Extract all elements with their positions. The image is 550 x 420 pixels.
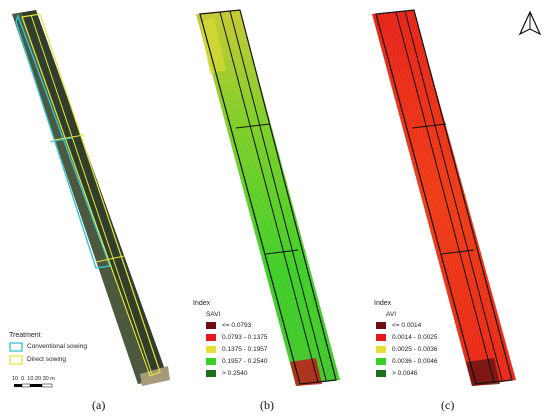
savi-swatch-4 [206,358,216,365]
legend-label-direct: Direct sowing [27,356,67,363]
scale-bar [14,383,53,388]
caption-b: (b) [260,398,274,412]
legend-savi-swatches [206,322,216,377]
legend-avi-swatches [376,322,386,377]
conventional-sowing-outline [15,13,111,269]
avi-swatch-3 [376,346,386,353]
caption-a: (a) [92,398,106,412]
panel-a-map [12,10,170,386]
panel-c-map [372,9,516,386]
savi-index-name: SAVI [206,311,221,318]
orthophoto-soil-bottom [140,366,170,386]
avi-class-3: 0.0025 - 0.0036 [392,346,438,353]
avi-index-name: AVI [386,311,396,318]
orthophoto-strip-left [12,13,150,384]
caption-c: (c) [441,398,455,412]
avi-swatch-5 [376,370,386,377]
savi-class-3: 0.1375 - 0.1957 [222,346,268,353]
savi-class-4: 0.1957 - 0.2540 [222,358,268,365]
legend-label-conventional: Conventional sowing [27,343,87,350]
avi-class-2: 0.0014 - 0.0025 [392,334,438,341]
treatment-legend-title: Treatment [9,332,41,339]
legend-swatch-conventional [9,342,23,352]
avi-class-5: > 0.0046 [392,370,418,377]
savi-class-1: <= 0.0793 [222,322,252,329]
savi-swatch-1 [206,322,216,329]
avi-swatch-1 [376,322,386,329]
north-arrow-icon [518,10,542,36]
avi-swatch-2 [376,334,386,341]
savi-swatch-3 [206,346,216,353]
savi-class-5: > 0.2540 [222,370,248,377]
avi-swatch-4 [376,358,386,365]
avi-legend-title: Index [374,300,392,307]
avi-plot-outline [375,9,513,385]
avi-class-4: 0.0036 - 0.0046 [392,358,438,365]
avi-class-1: <= 0.0014 [392,322,422,329]
scale-bar-label: 10 0 10 20 30 m [12,376,55,382]
savi-swatch-2 [206,334,216,341]
direct-sowing-outline [21,13,161,377]
savi-legend-title: Index [193,300,211,307]
savi-class-2: 0.0793 - 0.1375 [222,334,268,341]
panel-b-map [196,9,340,386]
savi-plot-outline [199,9,337,385]
legend-swatch-direct [9,355,23,365]
legend-treatment [9,342,53,388]
savi-swatch-5 [206,370,216,377]
